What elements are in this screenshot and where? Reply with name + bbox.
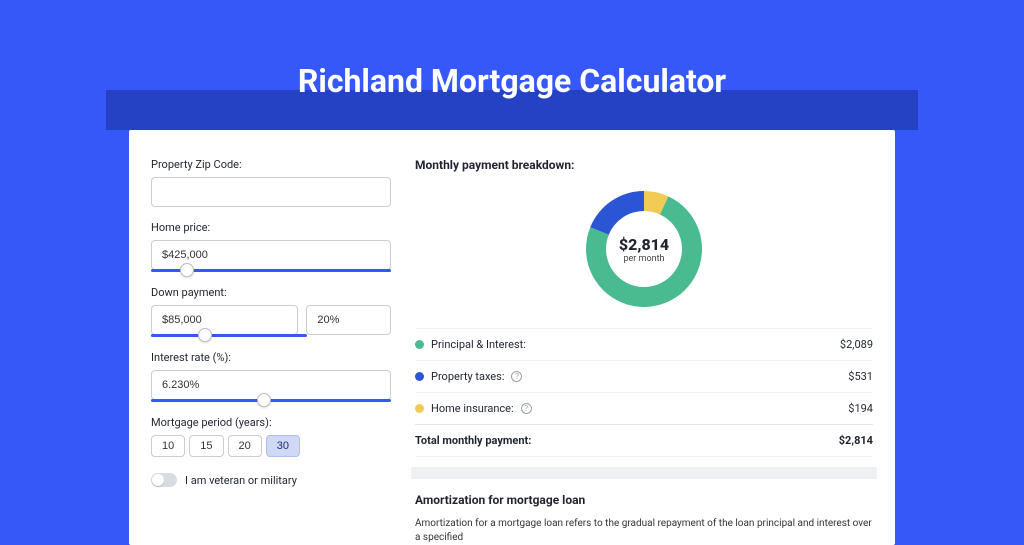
down-payment-label: Down payment: [151,286,391,299]
veteran-label: I am veteran or military [185,474,297,487]
zip-field-group: Property Zip Code: [151,158,391,207]
interest-label: Interest rate (%): [151,351,391,364]
period-options: 10152030 [151,435,391,457]
donut-sub: per month [623,254,664,264]
down-payment-amount-input[interactable] [151,305,298,335]
home-price-group: Home price: [151,221,391,272]
home-price-label: Home price: [151,221,391,234]
veteran-toggle[interactable] [151,473,177,487]
interest-input[interactable] [151,370,391,400]
breakdown-item-value: $2,089 [840,338,873,351]
page-title: Richland Mortgage Calculator [0,0,1024,130]
down-payment-pct-input[interactable] [306,305,391,335]
interest-slider[interactable] [151,399,391,402]
legend-dot [415,404,424,413]
total-row: Total monthly payment: $2,814 [415,424,873,457]
interest-group: Interest rate (%): [151,351,391,402]
interest-slider-thumb[interactable] [257,393,271,407]
info-icon[interactable]: ? [521,403,532,414]
down-payment-slider[interactable] [151,334,307,337]
form-column: Property Zip Code: Home price: Down paym… [151,158,391,545]
payment-donut-chart: $2,814 per month [583,188,705,310]
veteran-row: I am veteran or military [151,473,391,487]
donut-container: $2,814 per month [415,178,873,328]
breakdown-title: Monthly payment breakdown: [415,158,873,172]
period-group: Mortgage period (years): 10152030 [151,416,391,457]
breakdown-item-value: $194 [848,402,873,415]
donut-center: $2,814 per month [583,188,705,310]
breakdown-item-label: Property taxes: [431,370,504,383]
amortization-text: Amortization for a mortgage loan refers … [415,517,873,545]
breakdown-item-label: Principal & Interest: [431,338,526,351]
period-option-10[interactable]: 10 [151,435,185,457]
breakdown-item: Principal & Interest: $2,089 [415,328,873,360]
period-option-15[interactable]: 15 [189,435,223,457]
total-label: Total monthly payment: [415,434,531,447]
home-price-slider-thumb[interactable] [180,263,194,277]
legend-dot [415,340,424,349]
home-price-slider[interactable] [151,269,391,272]
period-option-20[interactable]: 20 [228,435,262,457]
amortization-section: Amortization for mortgage loan Amortizat… [411,467,877,545]
donut-amount: $2,814 [619,235,669,254]
down-payment-group: Down payment: [151,286,391,337]
legend-dot [415,372,424,381]
breakdown-item-value: $531 [848,370,873,383]
zip-label: Property Zip Code: [151,158,391,171]
period-option-30[interactable]: 30 [266,435,300,457]
calculator-card: Property Zip Code: Home price: Down paym… [129,130,895,545]
amortization-title: Amortization for mortgage loan [415,493,873,507]
zip-input[interactable] [151,177,391,207]
info-icon[interactable]: ? [511,371,522,382]
period-label: Mortgage period (years): [151,416,391,429]
down-payment-slider-thumb[interactable] [198,328,212,342]
breakdown-column: Monthly payment breakdown: $2,814 per mo… [415,158,873,545]
total-value: $2,814 [839,434,873,447]
breakdown-items: Principal & Interest: $2,089 Property taxe… [415,328,873,424]
breakdown-item: Property taxes:? $531 [415,360,873,392]
breakdown-item-label: Home insurance: [431,402,514,415]
breakdown-item: Home insurance:? $194 [415,392,873,424]
